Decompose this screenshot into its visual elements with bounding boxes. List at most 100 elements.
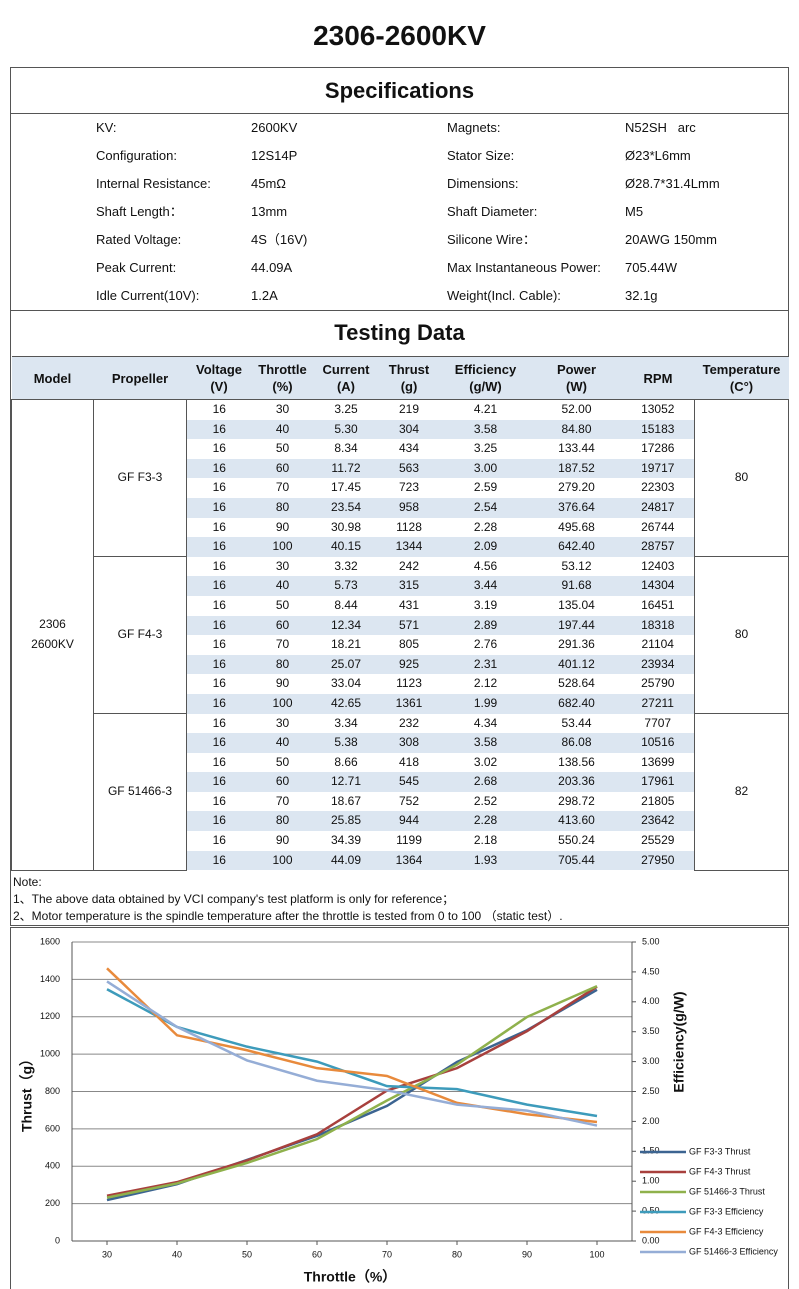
data-cell: 27211: [621, 693, 695, 714]
data-cell: 232: [398, 715, 420, 730]
data-cell: 16: [186, 497, 252, 518]
column-header: Temperature (C°): [694, 356, 789, 400]
y-tick-label: 200: [45, 1198, 60, 1208]
data-cell: 11.72: [313, 458, 379, 479]
data-cell: 60: [251, 615, 314, 636]
header-line: (V): [210, 379, 228, 394]
legend-label: GF F4-3 Thrust: [689, 1166, 751, 1176]
spec-label: Max Instantaneous Power:: [447, 260, 601, 275]
note-line: Note:: [13, 875, 42, 889]
propeller-cell: GF 51466-3: [93, 713, 187, 871]
x-axis-title: Throttle（%）: [304, 1269, 397, 1285]
x-tick-label: 90: [522, 1249, 532, 1259]
note-line: 2、Motor temperature is the spindle tempe…: [13, 909, 563, 923]
data-cell: 8.66: [334, 754, 358, 769]
data-cell: 2.18: [473, 833, 498, 848]
y2-tick-label: 0.50: [642, 1205, 660, 1215]
data-cell: 30: [275, 402, 290, 416]
data-cell: 5.30: [313, 419, 379, 440]
data-cell: 752: [398, 793, 420, 808]
data-cell: 70: [275, 793, 290, 808]
data-cell: 571: [378, 615, 440, 636]
model-line: 2600KV: [31, 636, 74, 651]
data-cell: 5.38: [313, 733, 379, 753]
data-cell: 23.54: [313, 497, 379, 518]
table-row: 16 80 25.85 944 2.28 413.60 23642: [12, 811, 789, 832]
y-tick-label: 1600: [40, 936, 60, 946]
column-header: Voltage (V): [186, 356, 252, 400]
data-cell: 431: [398, 597, 420, 612]
data-cell: 705.44: [531, 850, 622, 871]
notes: Note: 1、The above data obtained by VCI co…: [13, 874, 563, 925]
data-cell: 80: [251, 811, 314, 832]
table-row: GF F4-3 16 30 3.32 242 4.56 53.12 12403 80: [12, 556, 789, 714]
data-cell: 16: [186, 576, 252, 596]
data-cell: 958: [378, 497, 440, 518]
temperature-cell: 80: [694, 398, 789, 558]
y2-tick-label: 3.00: [642, 1056, 660, 1066]
data-cell: 30: [275, 558, 290, 573]
data-cell: 16: [212, 480, 226, 495]
data-cell: 21104: [641, 637, 674, 652]
header-line: Thrust: [388, 362, 430, 377]
data-cell: 2.68: [439, 772, 532, 792]
data-cell: 12.34: [313, 615, 379, 636]
y-tick-label: 400: [45, 1161, 60, 1171]
temperature-cell: 80: [694, 556, 789, 714]
header-line: (%): [272, 379, 293, 394]
section-heading: Specifications: [11, 68, 788, 114]
spec-value: 20AWG 150mm: [625, 232, 717, 247]
data-cell: 315: [378, 576, 440, 596]
data-cell: 17.45: [330, 480, 362, 495]
data-cell: 28757: [621, 537, 695, 557]
spec-value: Ø28.7*31.4Lmm: [625, 176, 720, 191]
legend-label: GF F3-3 Thrust: [689, 1146, 751, 1156]
data-cell: 16451: [641, 597, 675, 612]
chart: 0 200 400 600 800 1000 1200 1400 1600 0.00 0.50 1.0…: [19, 936, 779, 1285]
spec-value: M5: [625, 204, 644, 219]
data-cell: 3.32: [334, 558, 358, 573]
x-tick-label: 40: [172, 1249, 182, 1259]
data-cell: 2.59: [473, 480, 498, 495]
x-tick-label: 100: [589, 1249, 604, 1259]
table-row: 16 80 25.07 925 2.31 401.12 23934: [12, 654, 789, 675]
x-tick-label: 60: [312, 1249, 322, 1259]
data-cell: 23642: [621, 811, 695, 832]
y2-tick-label: 1.50: [642, 1146, 660, 1156]
data-cell: 1.99: [439, 693, 532, 714]
spec-value: Ø23*L6mm: [625, 148, 691, 163]
data-cell: 642.40: [531, 537, 622, 557]
header-line: Propeller: [111, 370, 169, 386]
section-heading: Testing Data: [334, 320, 465, 345]
header-line: (W): [566, 379, 587, 394]
data-cell: 434: [398, 441, 420, 456]
spec-value: 12S14P: [251, 148, 298, 163]
column-header: Throttle (%): [251, 356, 314, 400]
data-cell: 50: [275, 754, 290, 769]
spec-label: Configuration:: [96, 148, 177, 163]
data-cell: 16: [212, 597, 226, 612]
data-cell: 25.85: [313, 811, 379, 832]
table-row: GF 51466-3 16 30 3.34 232 4.34 53.44 7707 82: [12, 713, 789, 871]
x-tick-label: 50: [242, 1249, 252, 1259]
data-cell: 944: [378, 811, 440, 832]
data-cell: 34.39: [330, 833, 362, 848]
spec-value: 4S（16V): [251, 232, 308, 247]
data-cell: 91.68: [531, 576, 622, 596]
data-cell: 4.56: [473, 558, 498, 573]
data-cell: 17286: [641, 441, 675, 456]
data-cell: 53.12: [561, 558, 592, 573]
data-cell: 16: [212, 754, 226, 769]
data-cell: 528.64: [558, 676, 595, 691]
series-line: [106, 967, 598, 1124]
data-cell: 7707: [644, 715, 672, 730]
table-row: 16 100 44.09 1364 1.93 705.44 27950: [12, 850, 789, 871]
table-row: 16 40 5.73 315 3.44 91.68 14304: [12, 576, 789, 596]
spec-label: Magnets:: [447, 120, 501, 135]
y2-tick-label: 1.00: [642, 1176, 660, 1186]
data-cell: 14304: [621, 576, 695, 596]
column-header: Current (A): [313, 356, 379, 400]
data-cell: 4.34: [473, 715, 498, 730]
spec-sheet: Specifications KV: 2600KV Magnets: N52SH ar…: [10, 67, 789, 926]
